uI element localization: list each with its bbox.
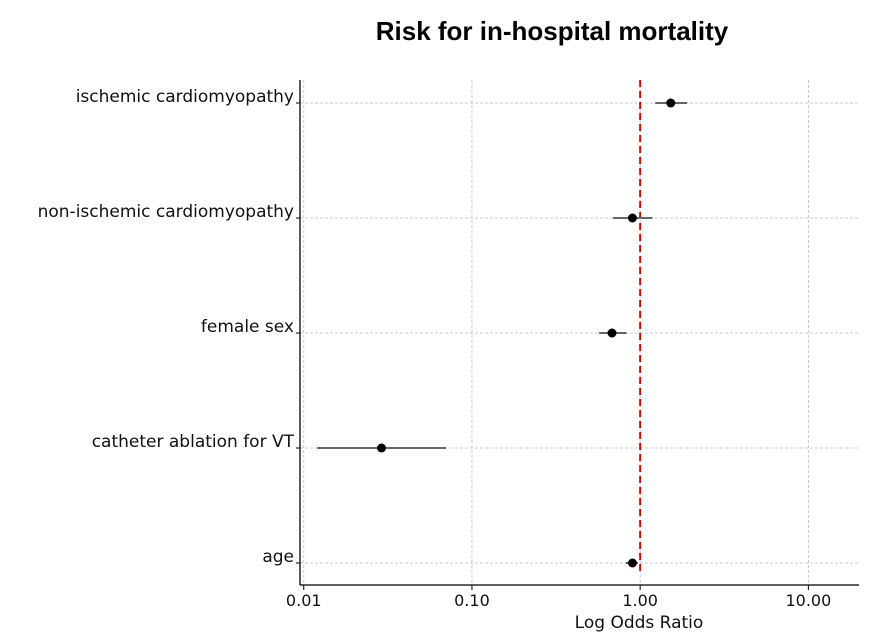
- axes: [299, 80, 859, 586]
- y-tick-label: catheter ablation for VT: [92, 432, 295, 452]
- y-tick-label: ischemic cardiomyopathy: [76, 87, 294, 107]
- grid: [300, 80, 859, 585]
- x-ticks: 0.01 0.10 1.00 10.00: [286, 585, 831, 610]
- x-tick-label: 1.00: [622, 591, 658, 610]
- chart-title: Risk for in-hospital mortality: [376, 16, 729, 46]
- odds-ratio-point: [666, 98, 676, 108]
- x-tick-label: 0.01: [286, 591, 322, 610]
- odds-ratio-point: [607, 328, 617, 338]
- y-tick-label: female sex: [201, 317, 294, 337]
- y-tick-label: non-ischemic cardiomyopathy: [38, 202, 294, 222]
- x-tick-label: 10.00: [785, 591, 831, 610]
- odds-ratio-point: [627, 558, 637, 568]
- y-tick-label: age: [262, 547, 294, 567]
- y-ticks: ischemic cardiomyopathy non-ischemic card…: [38, 87, 300, 567]
- x-axis-label: Log Odds Ratio: [575, 613, 704, 633]
- odds-ratio-point: [627, 213, 637, 223]
- odds-ratio-point: [377, 443, 387, 453]
- x-tick-label: 0.10: [454, 591, 490, 610]
- data-marks: [317, 98, 688, 568]
